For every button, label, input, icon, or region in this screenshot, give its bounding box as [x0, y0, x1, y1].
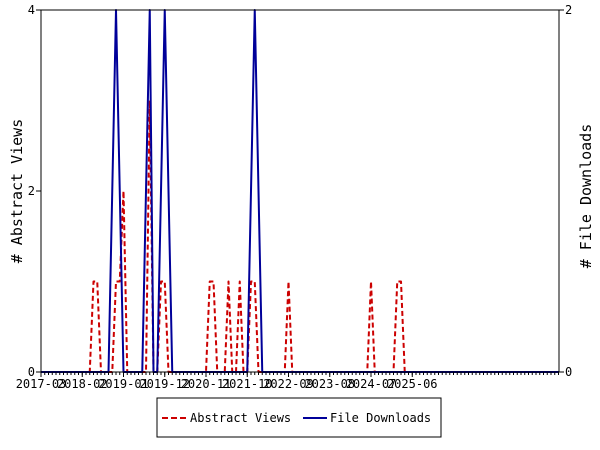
- x-tick-label: 2021-10: [222, 377, 273, 391]
- x-tick-label: 2022-09: [263, 377, 314, 391]
- series-line-file-downloads: [41, 9, 559, 373]
- legend: Abstract Views File Downloads: [156, 397, 442, 438]
- legend-label-abstract-views: Abstract Views: [190, 411, 291, 425]
- y-right-tick-label: 2: [565, 3, 572, 17]
- x-tick-label: 2023-08: [304, 377, 355, 391]
- series-layer: [41, 9, 559, 373]
- x-tick-label: 2019-12: [139, 377, 190, 391]
- y-axis-title-right: # File Downloads: [577, 124, 595, 269]
- x-tick-label: 2024-07: [346, 377, 397, 391]
- y-left-tick-label: 0: [28, 365, 35, 379]
- x-tick-label: 2018-02: [57, 377, 108, 391]
- y-axis-title-left: # Abstract Views: [8, 119, 26, 264]
- y-left-tick-label: 4: [28, 3, 35, 17]
- y-left-tick-label: 2: [28, 184, 35, 198]
- x-tick-label: 2019-01: [98, 377, 149, 391]
- x-tick-label: 2017-03: [16, 377, 67, 391]
- axes-layer: 2017-032018-022019-012019-122020-112021-…: [16, 3, 573, 391]
- x-tick-label: 2025-06: [387, 377, 438, 391]
- legend-label-file-downloads: File Downloads: [330, 411, 431, 425]
- y-right-tick-label: 0: [565, 365, 572, 379]
- x-tick-label: 2020-11: [181, 377, 232, 391]
- legend-box: [156, 397, 442, 438]
